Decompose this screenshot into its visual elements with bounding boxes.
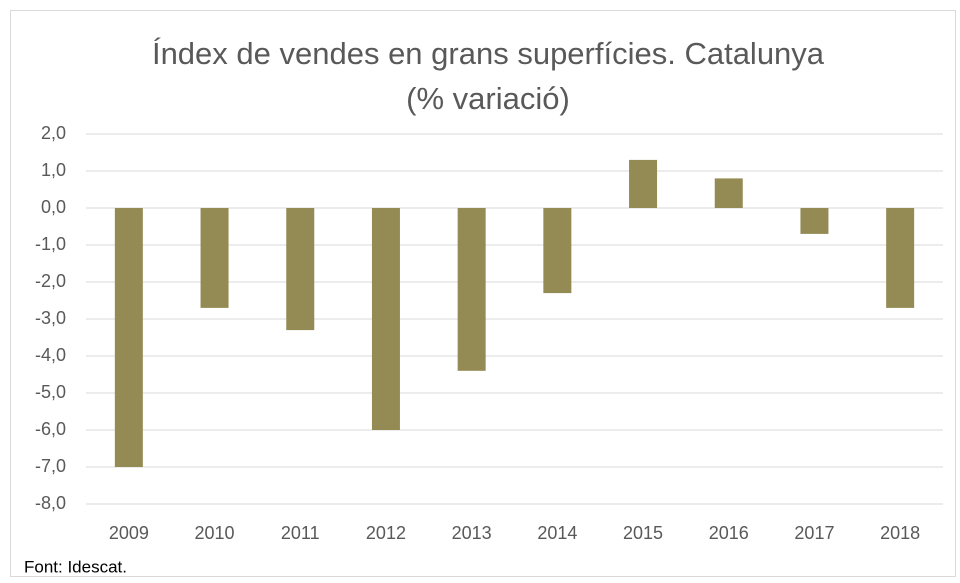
bar: [114, 208, 143, 467]
y-tick-label: -6,0: [35, 419, 66, 439]
y-tick-label: -5,0: [35, 382, 66, 402]
x-tick-label: 2018: [880, 523, 920, 543]
chart-subtitle: (% variació): [406, 81, 570, 116]
x-tick-label: 2015: [623, 523, 663, 543]
y-tick-label: 1,0: [41, 160, 66, 180]
bar: [457, 208, 486, 371]
y-tick-label: 0,0: [41, 197, 66, 217]
bar: [800, 208, 829, 234]
y-tick-label: -3,0: [35, 308, 66, 328]
y-tick-label: -1,0: [35, 234, 66, 254]
chart-title: Índex de vendes en grans superfícies. Ca…: [152, 36, 825, 71]
x-tick-label: 2012: [366, 523, 406, 543]
bar: [629, 159, 658, 208]
x-tick-label: 2009: [109, 523, 149, 543]
bar: [200, 208, 229, 308]
x-tick-label: 2014: [537, 523, 577, 543]
y-tick-label: -4,0: [35, 345, 66, 365]
x-tick-label: 2016: [709, 523, 749, 543]
x-tick-label: 2010: [195, 523, 235, 543]
source-note: Font: Idescat.: [24, 557, 127, 576]
bar: [543, 208, 572, 294]
bar: [371, 208, 400, 430]
y-tick-label: -2,0: [35, 271, 66, 291]
x-tick-label: 2011: [281, 523, 320, 543]
bar: [886, 208, 915, 308]
bar: [714, 178, 743, 208]
x-tick-label: 2013: [452, 523, 492, 543]
x-tick-label: 2017: [794, 523, 834, 543]
y-tick-label: 2,0: [41, 123, 66, 143]
y-tick-label: -8,0: [35, 493, 66, 513]
y-tick-label: -7,0: [35, 456, 66, 476]
bar: [286, 208, 315, 331]
